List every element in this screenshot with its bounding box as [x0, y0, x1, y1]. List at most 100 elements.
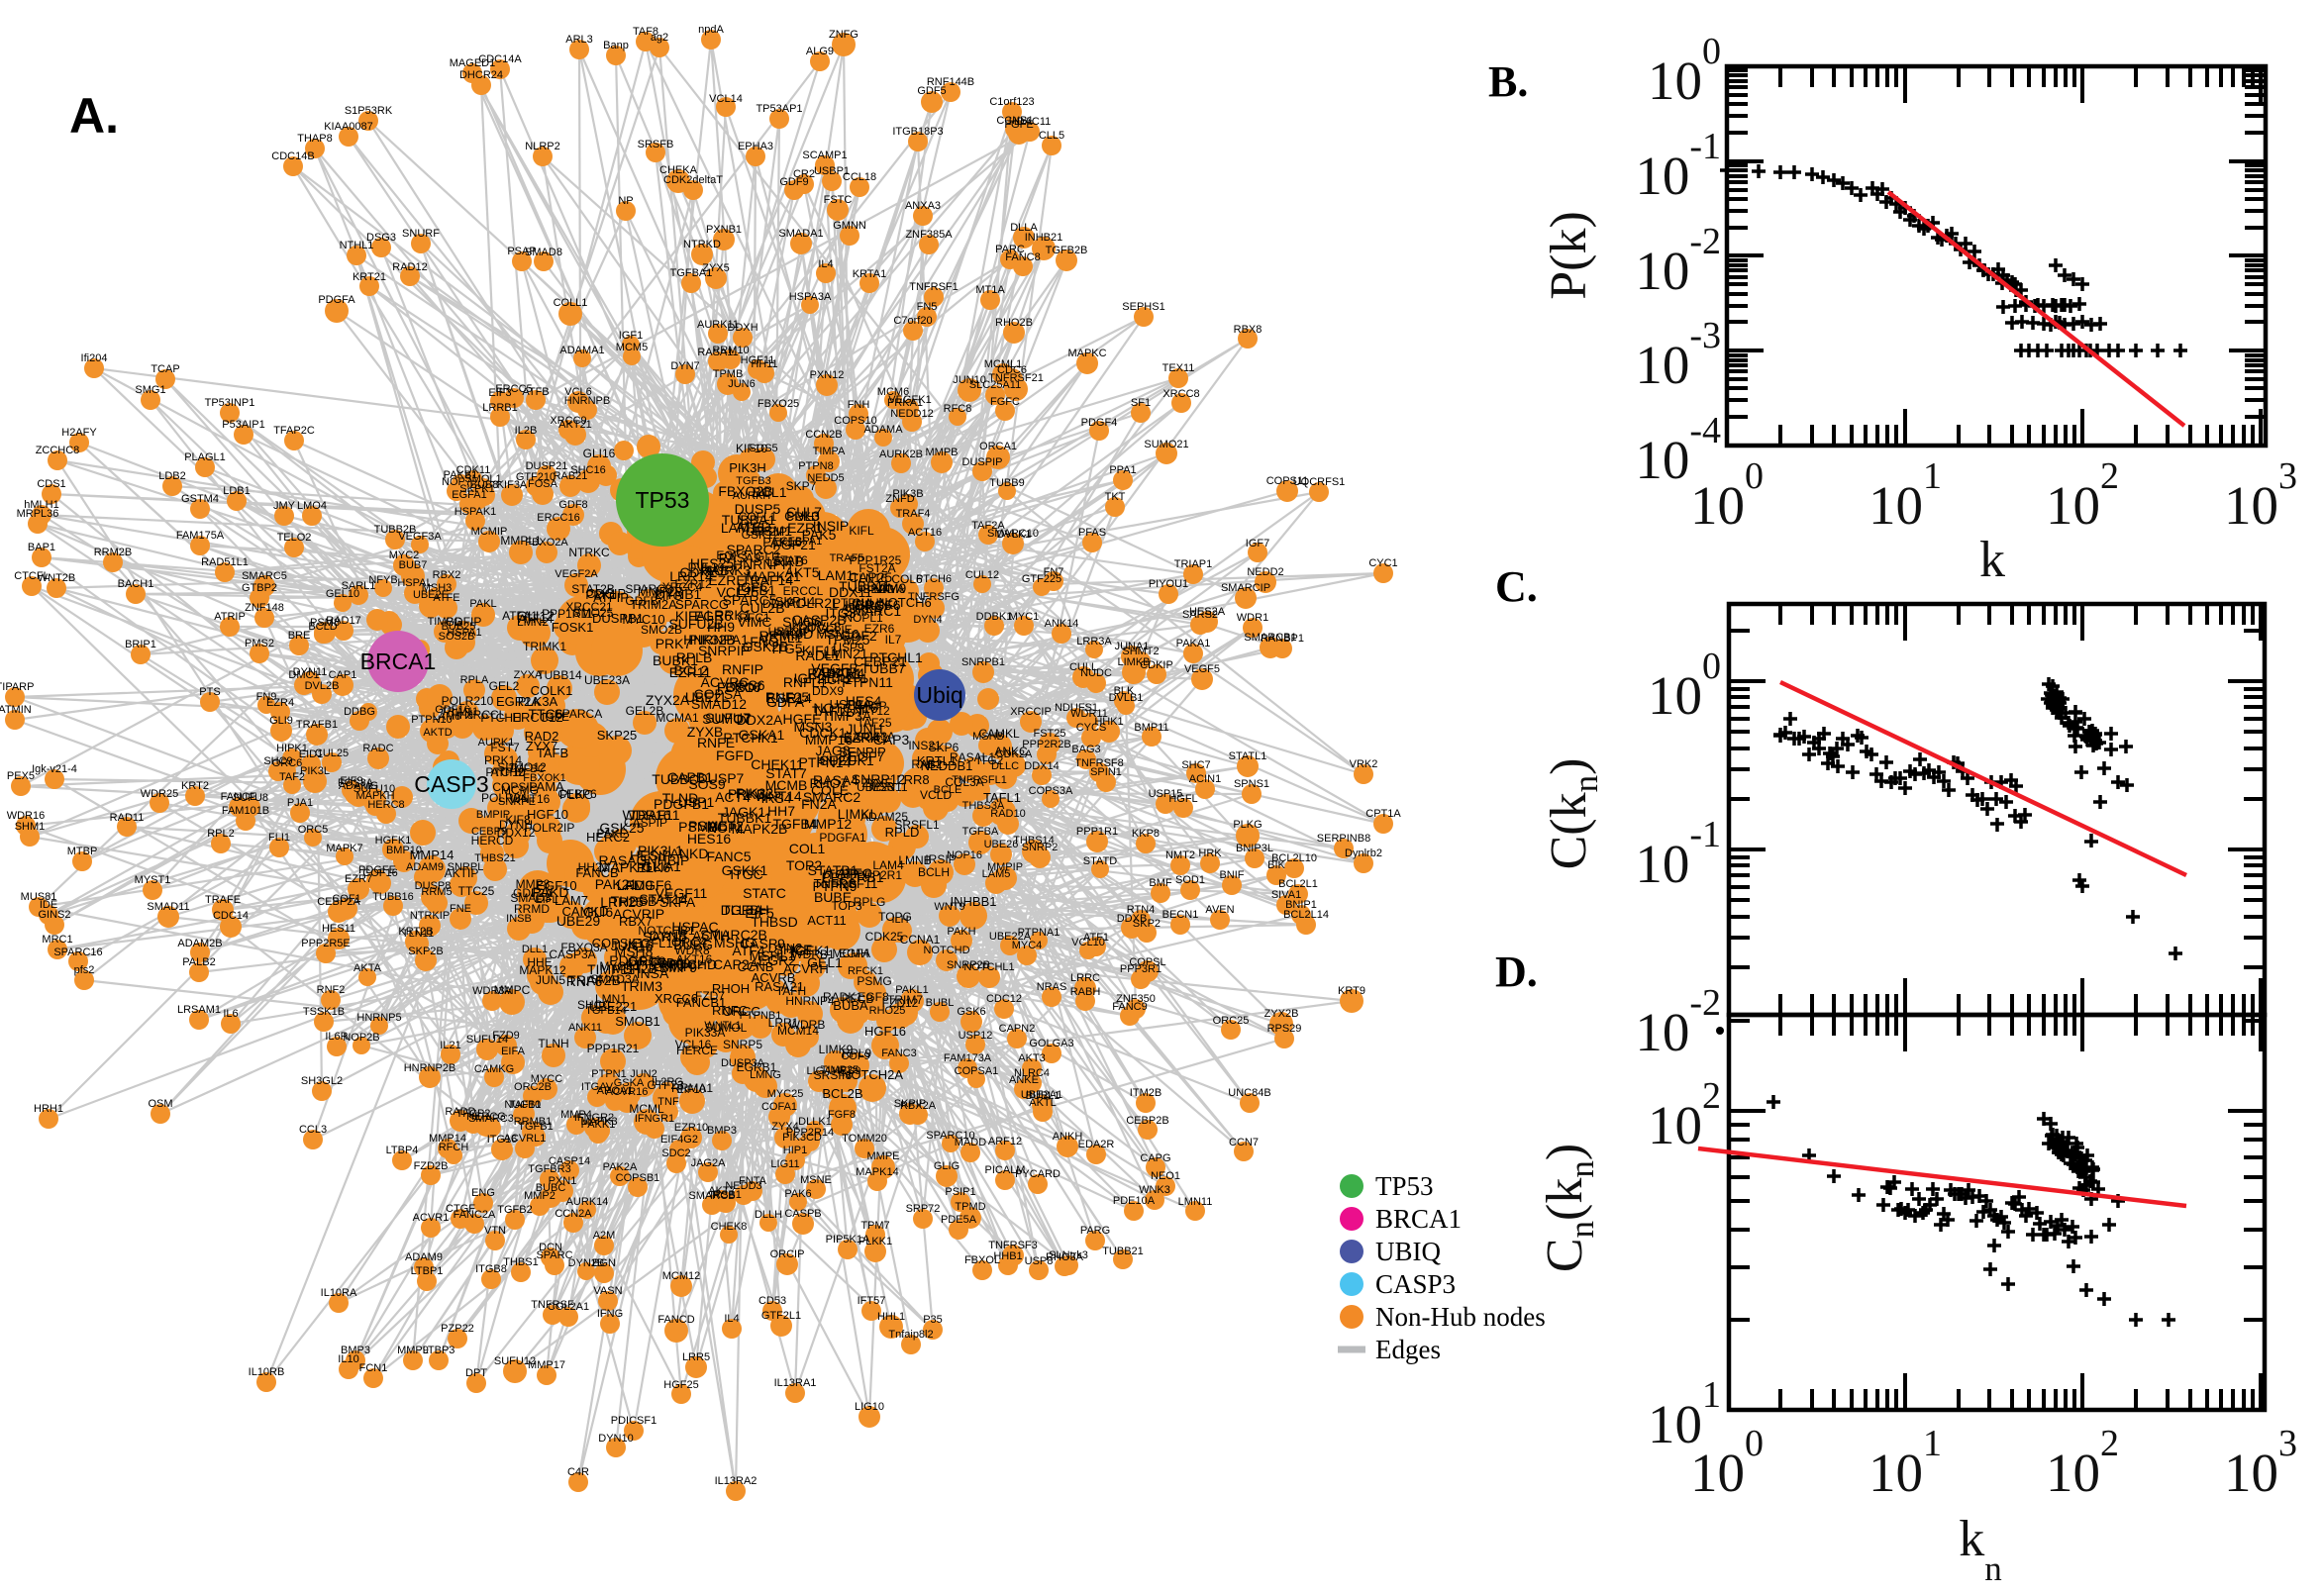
svg-text:BCL1: BCL1	[752, 484, 786, 500]
svg-text:CPT1A: CPT1A	[1365, 808, 1401, 820]
svg-text:ITGC: ITGC	[730, 866, 762, 882]
svg-text:ORC6: ORC6	[272, 757, 303, 769]
svg-text:TAFB: TAFB	[537, 746, 568, 760]
svg-text:PIK3CD: PIK3CD	[782, 1132, 822, 1144]
svg-text:PAK16: PAK16	[762, 535, 802, 549]
svg-text:GSK25: GSK25	[599, 820, 644, 836]
svg-text:NOP2B: NOP2B	[343, 1032, 379, 1044]
svg-text:XRCC6: XRCC6	[655, 991, 698, 1006]
svg-text:ZNF350: ZNF350	[1116, 993, 1156, 1005]
svg-text:MCMG: MCMG	[501, 783, 539, 797]
svg-text:SRSFB: SRSFB	[638, 139, 674, 150]
svg-text:PAKB1: PAKB1	[444, 469, 478, 481]
svg-text:GTBP2: GTBP2	[242, 582, 277, 594]
svg-text:PIK3H: PIK3H	[729, 460, 766, 475]
svg-text:EZR7: EZR7	[345, 873, 372, 885]
svg-text:MAPKH: MAPKH	[355, 790, 394, 802]
svg-text:SRSFL1: SRSFL1	[894, 818, 940, 832]
svg-text:BMP3: BMP3	[707, 1125, 737, 1137]
svg-text:PPP3R1: PPP3R1	[1120, 963, 1162, 975]
svg-text:SKPA: SKPA	[659, 894, 696, 910]
svg-text:EZR11: EZR11	[669, 664, 712, 680]
svg-text:LRR8: LRR8	[896, 772, 929, 787]
svg-text:IFNGR1: IFNGR1	[635, 1113, 674, 1125]
svg-text:HGF10: HGF10	[527, 807, 568, 822]
svg-text:HNRNP5: HNRNP5	[356, 1012, 401, 1024]
svg-text:KIF21: KIF21	[816, 752, 854, 768]
svg-text:LMNB: LMNB	[898, 853, 931, 867]
svg-text:COPSA1: COPSA1	[955, 1065, 999, 1077]
svg-text:BUBL: BUBL	[926, 997, 955, 1009]
svg-text:ITGB18P3: ITGB18P3	[892, 126, 943, 138]
svg-text:TNFRSF3: TNFRSF3	[988, 1240, 1038, 1251]
svg-text:ACVR1: ACVR1	[413, 1212, 450, 1224]
svg-text:GLI6: GLI6	[583, 904, 614, 920]
svg-text:NLRP2: NLRP2	[525, 141, 559, 152]
svg-text:IL10: IL10	[338, 1353, 358, 1365]
svg-text:TRAF4: TRAF4	[896, 508, 931, 520]
svg-text:TNFRSF1: TNFRSF1	[909, 281, 959, 293]
svg-text:ATMIN: ATMIN	[0, 704, 32, 716]
svg-text:TUBB9: TUBB9	[989, 477, 1024, 489]
svg-text:HH7: HH7	[767, 803, 795, 819]
svg-text:TNFRSF: TNFRSF	[531, 1299, 574, 1311]
svg-text:POLR2IP: POLR2IP	[525, 821, 575, 835]
svg-text:HSPA3A: HSPA3A	[789, 291, 832, 303]
svg-text:SMAD12: SMAD12	[691, 696, 747, 712]
svg-text:LTBP1: LTBP1	[411, 1265, 444, 1277]
svg-text:WNT16: WNT16	[510, 792, 551, 806]
svg-text:LAMA: LAMA	[529, 779, 564, 794]
svg-text:SKPK1: SKPK1	[459, 483, 494, 495]
svg-text:ALG9: ALG9	[806, 46, 834, 57]
svg-text:GDF5: GDF5	[917, 85, 946, 97]
svg-text:PSMB: PSMB	[678, 819, 718, 835]
svg-text:EGR14: EGR14	[766, 690, 812, 706]
svg-text:CDC14B: CDC14B	[271, 150, 314, 162]
svg-text:HERC6: HERC6	[845, 597, 892, 613]
svg-text:SOS2B: SOS2B	[439, 631, 475, 643]
svg-text:PSM8: PSM8	[310, 617, 340, 629]
svg-text:LIMK9: LIMK9	[819, 1043, 854, 1056]
svg-text:NFYB: NFYB	[368, 574, 397, 586]
svg-text:CEBP6: CEBP6	[557, 787, 597, 801]
svg-text:JAGK1: JAGK1	[722, 804, 766, 820]
svg-text:SERPINB8: SERPINB8	[1317, 833, 1370, 845]
svg-text:TOP3: TOP3	[831, 899, 861, 913]
svg-text:GLIE: GLIE	[825, 623, 852, 637]
svg-text:FSTC: FSTC	[824, 194, 853, 206]
svg-text:CUL3: CUL3	[784, 508, 820, 524]
svg-text:EIF4G2: EIF4G2	[660, 1134, 698, 1146]
svg-text:TFCP2: TFCP2	[456, 1108, 491, 1120]
svg-text:PPP1R21: PPP1R21	[587, 1042, 640, 1055]
svg-text:NUDC: NUDC	[1080, 667, 1112, 679]
svg-text:MMP14: MMP14	[429, 1133, 466, 1145]
svg-text:k: k	[1979, 532, 2005, 588]
svg-text:ATF4: ATF4	[732, 943, 764, 958]
svg-text:DUSP8: DUSP8	[415, 880, 452, 892]
svg-text:NTRKIP: NTRKIP	[410, 910, 450, 922]
svg-text:AKT21: AKT21	[558, 419, 592, 431]
svg-text:TTC25: TTC25	[458, 884, 495, 898]
svg-text:PDGFA1: PDGFA1	[819, 831, 866, 845]
svg-text:KKP8: KKP8	[1132, 828, 1160, 840]
svg-text:RASAA1: RASAA1	[807, 665, 861, 681]
svg-text:LMO4: LMO4	[297, 500, 327, 512]
svg-text:PTCH2: PTCH2	[485, 765, 525, 779]
svg-text:VTN: VTN	[484, 1225, 506, 1237]
svg-text:LIG10: LIG10	[855, 1401, 884, 1413]
svg-text:TUBBA1: TUBBA1	[722, 512, 776, 528]
svg-text:MSNE: MSNE	[800, 1174, 832, 1186]
svg-text:HIPK1: HIPK1	[276, 743, 308, 754]
svg-text:PTPN8: PTPN8	[798, 460, 833, 472]
svg-text:AURK11: AURK11	[697, 319, 739, 331]
svg-text:INSB: INSB	[506, 913, 532, 925]
svg-text:GEL2: GEL2	[489, 679, 520, 693]
svg-text:KRT2B: KRT2B	[398, 926, 433, 938]
svg-text:LIG11: LIG11	[770, 1158, 799, 1170]
svg-text:BMP11: BMP11	[1134, 722, 1168, 734]
svg-text:DUSP7: DUSP7	[698, 770, 745, 786]
svg-text:TIMP25: TIMP25	[821, 1064, 859, 1076]
svg-text:LRRB1: LRRB1	[482, 402, 517, 414]
svg-text:SAR16: SAR16	[643, 929, 687, 945]
svg-text:DLLH: DLLH	[755, 1209, 782, 1221]
